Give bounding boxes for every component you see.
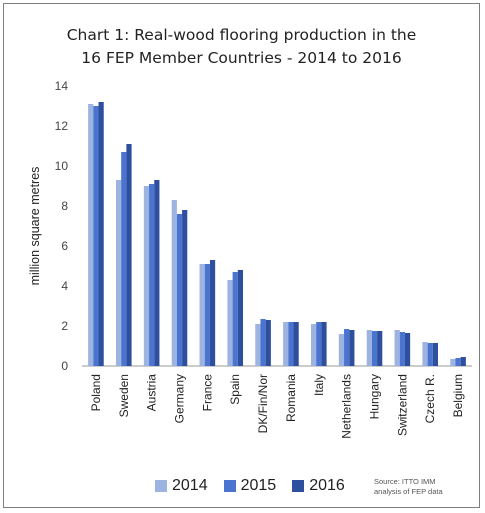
bar-2015-france [204,264,210,366]
category-label: DK/Fin/Nor [256,374,270,433]
bar-2016-france [209,260,216,366]
bar-2014-sweden [115,180,122,366]
legend-swatch-2014 [155,480,167,492]
bar-2015-romania [288,322,294,366]
bar-2016-switzerland [404,333,411,366]
chart-title: Chart 1: Real-wood flooring production i… [4,24,479,70]
category-label: Poland [89,374,103,411]
bar-2016-belgium [460,357,466,366]
bar-2016-sweden [126,144,132,366]
legend-item-2015: 2015 [223,477,277,495]
source-note: Source: ITTO IMM analysis of FEP data [374,477,443,497]
legend-label-2016: 2016 [309,477,345,494]
bar-2016-dk-fin-nor [265,320,271,366]
source-line-2: analysis of FEP data [374,487,443,496]
legend-swatch-2015 [223,480,236,492]
y-axis-label: million square metres [28,167,42,286]
bar-2015-czech-r- [427,343,433,366]
bar-2016-czech-r- [432,343,439,366]
bar-2016-austria [154,180,160,366]
bar-2015-hungary [371,331,378,366]
bar-2014-belgium [450,359,456,366]
category-label: Czech R. [423,374,437,423]
bar-2016-netherlands [349,330,355,366]
bar-2014-spain [227,280,233,366]
bar-2014-hungary [366,330,372,366]
y-tick-label: 2 [61,319,68,333]
bar-2016-germany [182,210,188,366]
bar-2015-belgium [455,358,461,366]
bar-2015-dk-fin-nor [260,319,266,366]
bar-2016-poland [98,102,104,366]
bar-2015-poland [93,106,99,366]
y-tick-label: 0 [61,359,68,373]
legend: 2014 2015 2016 [155,477,361,495]
bar-2015-switzerland [399,332,405,366]
category-label: Austria [145,374,159,412]
bar-2014-switzerland [394,330,400,366]
y-tick-label: 4 [61,279,68,293]
category-label: Switzerland [395,374,409,436]
legend-swatch-2016 [292,480,305,492]
category-label: Germany [173,374,187,423]
bar-2015-austria [149,184,155,366]
bar-2014-romania [283,322,289,366]
bar-2014-netherlands [338,334,345,366]
chart-frame: Chart 1: Real-wood flooring production i… [3,3,480,508]
bar-2015-sweden [121,152,127,366]
bar-2016-hungary [377,331,383,366]
bar-2014-czech-r- [422,342,428,366]
bar-2015-spain [232,272,238,366]
bar-2016-spain [237,270,244,366]
chart-title-line-1: Chart 1: Real-wood flooring production i… [66,26,417,44]
bar-2015-netherlands [344,329,350,366]
chart-title-line-2: 16 FEP Member Countries - 2014 to 2016 [81,49,402,67]
legend-label-2015: 2015 [240,477,277,494]
legend-label-2014: 2014 [172,477,208,494]
y-tick-label: 14 [55,79,69,93]
y-tick-label: 6 [61,239,68,253]
category-label: Netherlands [340,374,354,439]
bar-2014-france [199,264,205,366]
bar-2014-dk-fin-nor [255,324,261,366]
bar-2014-austria [143,186,150,366]
legend-item-2014: 2014 [155,477,208,495]
source-line-1: Source: ITTO IMM [374,477,436,486]
bar-2014-germany [171,200,177,366]
y-tick-label: 10 [55,159,69,173]
bar-2016-italy [321,322,327,366]
category-label: Romania [284,374,298,422]
y-tick-label: 12 [55,119,69,133]
category-label: Hungary [368,374,382,419]
category-label: France [200,374,214,412]
y-tick-label: 8 [61,199,68,213]
bar-2015-germany [176,214,183,366]
legend-item-2016: 2016 [292,477,345,495]
bar-2014-poland [88,104,94,366]
category-label: Sweden [117,374,131,417]
bar-2016-romania [293,322,299,366]
category-label: Belgium [451,374,465,417]
bar-2015-italy [316,322,322,366]
category-label: Spain [228,374,242,405]
category-label: Italy [312,374,326,396]
bar-2014-italy [310,324,317,366]
